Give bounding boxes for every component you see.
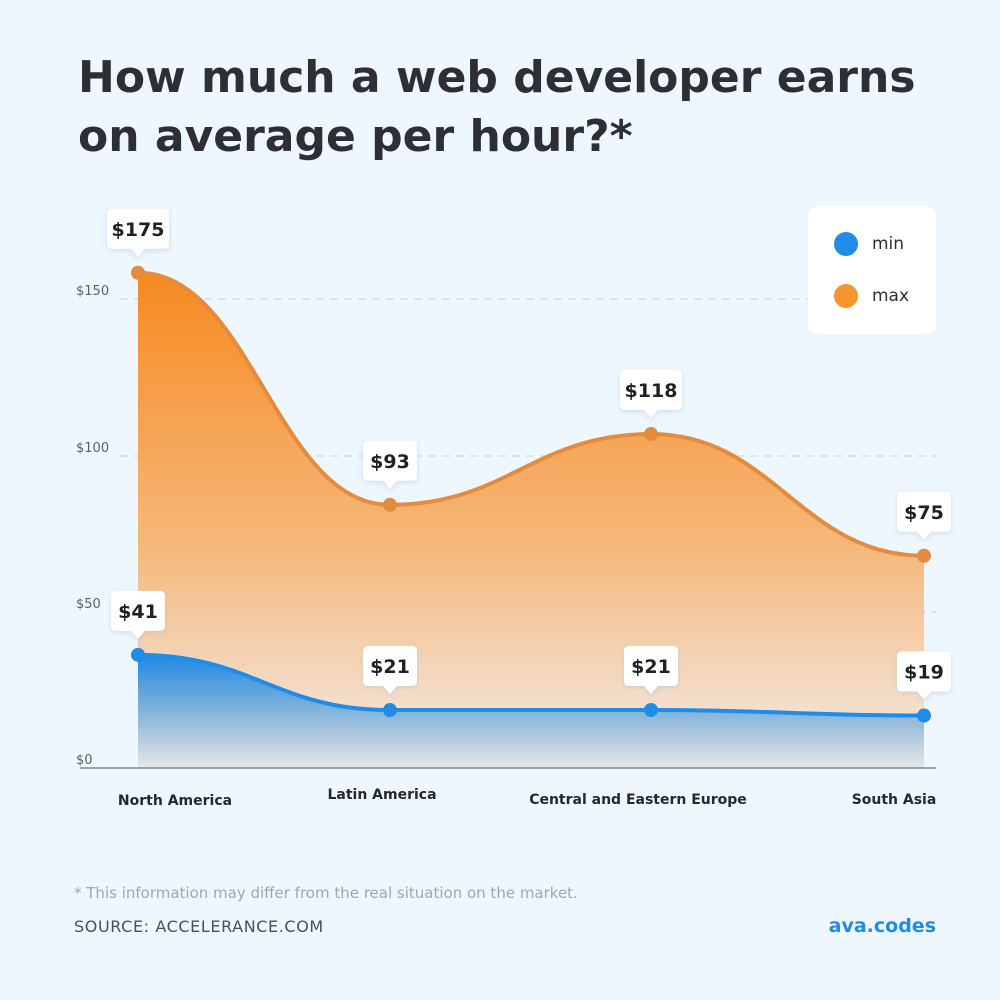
max-data-label-text: $175 (112, 219, 165, 241)
max-data-label (897, 491, 951, 540)
min-point (644, 703, 658, 718)
y-tick-label: $150 (76, 284, 109, 299)
max-data-label-text: $93 (370, 451, 410, 473)
max-data-label (363, 440, 417, 489)
y-tick-label: $100 (76, 441, 109, 456)
x-tick-label: Central and Eastern Europe (529, 792, 747, 808)
y-tick-label: $50 (76, 597, 101, 612)
min-data-label-text: $21 (370, 656, 410, 678)
source-text: SOURCE: ACCELERANCE.COM (74, 917, 324, 936)
legend: min max (808, 206, 936, 334)
min-line (137, 652, 925, 718)
x-tick-label: South Asia (852, 792, 937, 808)
min-point (917, 708, 931, 723)
min-data-label-text: $21 (631, 656, 671, 678)
max-data-label-text: $75 (904, 502, 944, 524)
min-data-label-text: $19 (904, 662, 944, 684)
brand-logo[interactable]: ava.codes (828, 915, 936, 937)
legend-swatch-min (834, 232, 858, 256)
min-data-label (363, 646, 417, 695)
max-data-label (107, 208, 169, 257)
legend-item-min: min (834, 231, 904, 257)
max-point (917, 548, 931, 563)
legend-label-max: max (872, 286, 910, 306)
x-tick-label: Latin America (327, 787, 436, 803)
legend-item-max: max (834, 283, 909, 309)
max-line (137, 270, 925, 558)
min-data-label (111, 590, 165, 639)
max-point (131, 265, 145, 280)
max-point (383, 497, 397, 512)
min-point (383, 703, 397, 718)
min-point (131, 647, 145, 662)
y-tick-label: $0 (76, 753, 93, 768)
max-point (644, 427, 658, 442)
chart-title: How much a web developer earns on averag… (78, 52, 916, 162)
max-data-label (620, 370, 682, 419)
legend-swatch-max (834, 284, 858, 308)
min-data-label-text: $41 (118, 601, 158, 623)
min-data-label (897, 651, 951, 700)
legend-label-min: min (872, 234, 905, 254)
min-data-label (624, 646, 678, 695)
footnote: * This information may differ from the r… (74, 884, 578, 902)
max-area (138, 272, 924, 768)
x-tick-label: North America (118, 793, 232, 809)
max-data-label-text: $118 (625, 380, 678, 402)
